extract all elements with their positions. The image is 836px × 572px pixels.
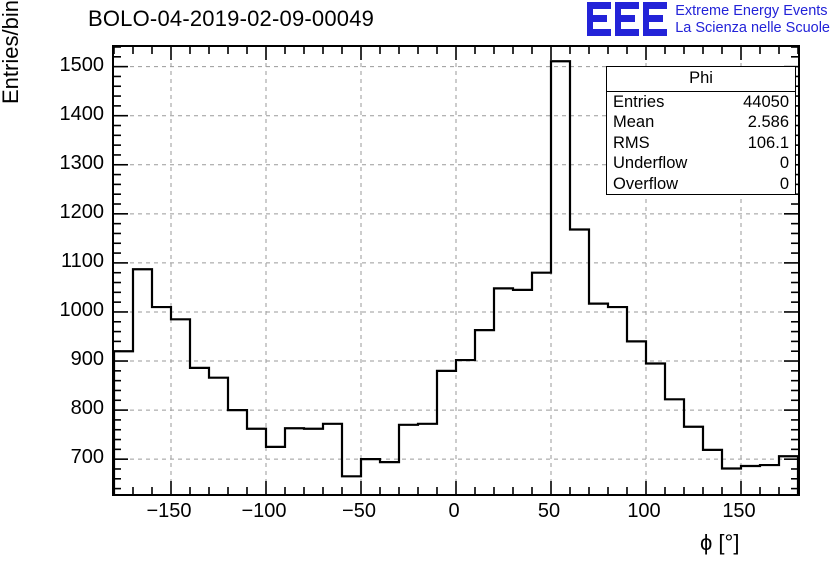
y-tick-label: 800 [70,397,104,420]
x-tick-label: 150 [722,500,756,522]
stats-key: Entries [613,92,665,111]
x-tick-label: 100 [627,500,661,522]
stats-row: Underflow 0 [607,153,795,174]
y-tick-label: 1000 [59,298,105,321]
stats-value: 0 [779,154,789,172]
y-tick-label: 700 [70,446,104,469]
axis-ticks [114,47,798,494]
x-axis-title: ϕ [°] [700,530,740,555]
stats-key: Overflow [613,174,679,193]
page-title: BOLO-04-2019-02-09-00049 [88,6,375,31]
stats-key: Mean [613,113,655,131]
eee-logo: Extreme Energy Events La Scienza nelle S… [587,2,830,36]
x-tick-label: −100 [241,500,287,522]
stats-value: 106.1 [747,133,789,152]
stats-row: RMS 106.1 [607,133,795,154]
x-tick-label: 0 [448,500,460,522]
stats-box: Phi Entries 44050 Mean 2.586 RMS 106.1 Underfl… [606,66,796,195]
stats-row: Entries 44050 [607,92,795,113]
stats-rows: Entries 44050 Mean 2.586 RMS 106.1 Underflow 0 O… [607,92,795,195]
x-tick-label: −150 [146,500,192,522]
stats-value: 0 [779,174,789,193]
eee-tagline-line2: La Scienza nelle Scuole [675,19,830,36]
stats-title: Phi [607,67,795,92]
stats-key: RMS [613,133,650,152]
stats-key: Underflow [613,154,688,172]
eee-logo-mark [587,2,668,36]
eee-tagline-line1: Extreme Energy Events [675,3,828,19]
stats-value: 2.586 [747,113,789,131]
x-tick-label: 50 [537,500,561,522]
x-tick-label: −50 [342,500,376,522]
stats-row: Mean 2.586 [607,112,795,133]
eee-logo-text: Extreme Energy Events La Scienza nelle S… [675,2,830,36]
stats-row: Overflow 0 [607,174,795,195]
histogram-outline [114,60,798,494]
y-tick-label: 1200 [59,200,105,223]
plot-frame [112,45,800,496]
histogram-canvas [114,47,798,494]
y-tick-label: 1400 [59,102,105,125]
eee-letter-e-3 [643,2,668,36]
eee-letter-e-2 [615,2,640,36]
y-tick-label: 900 [70,348,104,371]
y-axis-title: Entries/bin [0,0,23,104]
y-tick-label: 1300 [59,151,105,174]
y-tick-label: 1500 [59,53,105,76]
eee-letter-e-1 [587,2,612,36]
stats-value: 44050 [743,92,789,111]
y-tick-label: 1100 [60,249,104,272]
